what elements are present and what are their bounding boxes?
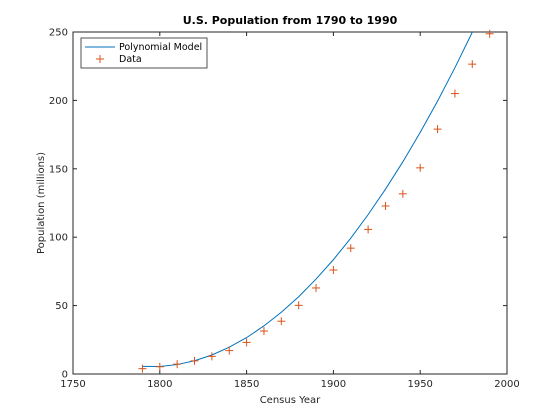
data-point — [138, 364, 147, 373]
data-point — [190, 356, 199, 365]
y-tick-label: 150 — [49, 164, 68, 175]
data-point — [485, 29, 494, 38]
x-tick-label: 2000 — [494, 379, 519, 390]
x-tick-label: 1950 — [407, 379, 432, 390]
data-point — [155, 362, 164, 371]
data-point — [416, 163, 425, 172]
y-tick-label: 100 — [49, 233, 68, 244]
y-tick-label: 200 — [49, 96, 68, 107]
y-tick-label: 0 — [62, 370, 68, 381]
data-point — [398, 189, 407, 198]
legend-box — [80, 37, 208, 69]
data-point — [450, 89, 459, 98]
data-point — [364, 225, 373, 234]
x-tick-label: 1750 — [60, 379, 85, 390]
x-tick-label: 1800 — [147, 379, 172, 390]
data-point — [294, 301, 303, 310]
y-axis-label: Population (millions) — [36, 152, 47, 254]
data-point — [329, 266, 338, 275]
data-point — [225, 346, 234, 355]
data-point — [312, 283, 321, 292]
x-tick-label: 1900 — [321, 379, 346, 390]
data-point — [433, 125, 442, 134]
x-axis-label: Census Year — [260, 395, 321, 406]
x-tick-label: 1850 — [234, 379, 259, 390]
chart-title: U.S. Population from 1790 to 1990 — [183, 14, 398, 27]
legend: Polynomial Model Data — [80, 37, 208, 69]
data-point — [381, 202, 390, 211]
y-tick-label: 250 — [49, 28, 68, 39]
legend-label-data: Data — [119, 54, 142, 65]
data-point — [468, 60, 477, 69]
data-point — [242, 338, 251, 347]
y-tick-label: 50 — [55, 301, 68, 312]
model-line — [142, 32, 473, 367]
data-point — [207, 352, 216, 361]
data-point — [259, 327, 268, 336]
axis-ticks: 1750 1800 1850 1900 1950 2000 0 50 100 150 200 250 — [49, 28, 520, 391]
series-layer — [138, 29, 494, 373]
data-point — [346, 244, 355, 253]
data-point — [277, 317, 286, 326]
data-point — [173, 360, 182, 369]
plot-area — [72, 31, 508, 375]
legend-label-model: Polynomial Model — [119, 42, 202, 53]
